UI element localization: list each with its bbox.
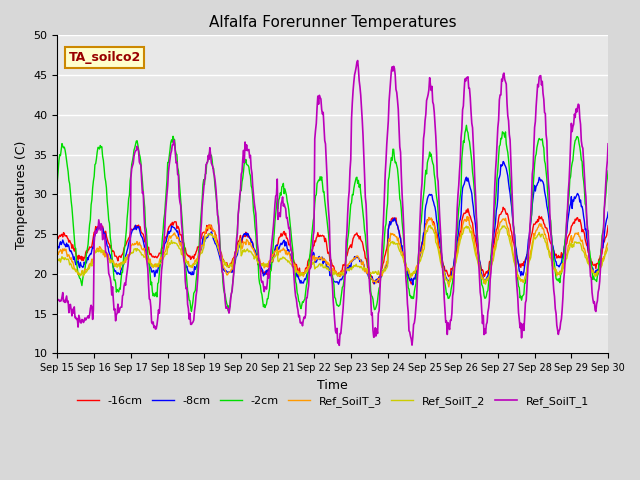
Ref_SoilT_3 xyxy=(463,214,471,219)
Ref_SoilT_1 xyxy=(401,261,409,266)
Ref_SoilT_1 xyxy=(205,156,213,162)
-8cm xyxy=(120,261,128,266)
Ref_SoilT_2 xyxy=(120,261,128,266)
Ref_SoilT_2 xyxy=(63,256,71,262)
Title: Alfalfa Forerunner Temperatures: Alfalfa Forerunner Temperatures xyxy=(209,15,456,30)
Ref_SoilT_2 xyxy=(54,256,61,262)
Ref_SoilT_1 xyxy=(604,141,612,147)
-2cm xyxy=(463,122,470,128)
-2cm xyxy=(206,148,214,154)
Ref_SoilT_2 xyxy=(416,259,424,264)
Ref_SoilT_2 xyxy=(482,281,490,287)
Ref_SoilT_1 xyxy=(335,343,343,348)
-2cm xyxy=(604,168,612,174)
Ref_SoilT_2 xyxy=(205,231,213,237)
Ref_SoilT_2 xyxy=(400,257,408,263)
-16cm xyxy=(176,232,184,238)
-16cm xyxy=(417,252,424,257)
-16cm xyxy=(604,223,612,228)
Ref_SoilT_3 xyxy=(120,259,128,264)
Ref_SoilT_3 xyxy=(54,251,61,256)
-8cm xyxy=(176,239,184,245)
Y-axis label: Temperatures (C): Temperatures (C) xyxy=(15,140,28,249)
Ref_SoilT_3 xyxy=(604,240,612,246)
Ref_SoilT_1 xyxy=(54,298,61,303)
Ref_SoilT_1 xyxy=(354,58,362,63)
-16cm xyxy=(499,204,507,210)
-2cm xyxy=(401,246,408,252)
-2cm xyxy=(188,309,195,314)
Ref_SoilT_3 xyxy=(416,252,424,258)
Ref_SoilT_1 xyxy=(176,200,184,205)
Line: -8cm: -8cm xyxy=(58,162,608,285)
-8cm xyxy=(604,209,612,215)
Ref_SoilT_3 xyxy=(63,253,71,259)
-2cm xyxy=(120,248,128,254)
-8cm xyxy=(409,282,417,288)
-16cm xyxy=(205,222,213,228)
-16cm xyxy=(400,253,408,259)
-2cm xyxy=(417,222,424,228)
-2cm xyxy=(176,187,184,193)
-16cm xyxy=(408,281,415,287)
Line: Ref_SoilT_1: Ref_SoilT_1 xyxy=(58,60,608,346)
Line: -16cm: -16cm xyxy=(58,207,608,284)
Ref_SoilT_2 xyxy=(604,245,612,251)
-16cm xyxy=(54,233,61,239)
Ref_SoilT_1 xyxy=(417,189,425,195)
X-axis label: Time: Time xyxy=(317,379,348,392)
-8cm xyxy=(400,254,408,260)
-16cm xyxy=(63,235,71,241)
-8cm xyxy=(499,159,507,165)
Ref_SoilT_3 xyxy=(176,242,184,248)
Ref_SoilT_3 xyxy=(400,255,408,261)
-2cm xyxy=(63,164,71,169)
Ref_SoilT_1 xyxy=(120,283,128,289)
-8cm xyxy=(205,231,213,237)
Line: Ref_SoilT_2: Ref_SoilT_2 xyxy=(58,226,608,284)
-8cm xyxy=(63,244,71,250)
Ref_SoilT_2 xyxy=(427,223,435,228)
-8cm xyxy=(417,251,424,257)
Line: -2cm: -2cm xyxy=(58,125,608,312)
Ref_SoilT_2 xyxy=(176,246,184,252)
-8cm xyxy=(54,247,61,253)
Ref_SoilT_1 xyxy=(63,300,71,305)
Ref_SoilT_3 xyxy=(205,226,213,231)
-2cm xyxy=(54,178,61,184)
Text: TA_soilco2: TA_soilco2 xyxy=(68,51,141,64)
Legend: -16cm, -8cm, -2cm, Ref_SoilT_3, Ref_SoilT_2, Ref_SoilT_1: -16cm, -8cm, -2cm, Ref_SoilT_3, Ref_Soil… xyxy=(72,392,593,411)
Ref_SoilT_3 xyxy=(445,284,452,290)
-16cm xyxy=(120,245,128,251)
Line: Ref_SoilT_3: Ref_SoilT_3 xyxy=(58,216,608,287)
